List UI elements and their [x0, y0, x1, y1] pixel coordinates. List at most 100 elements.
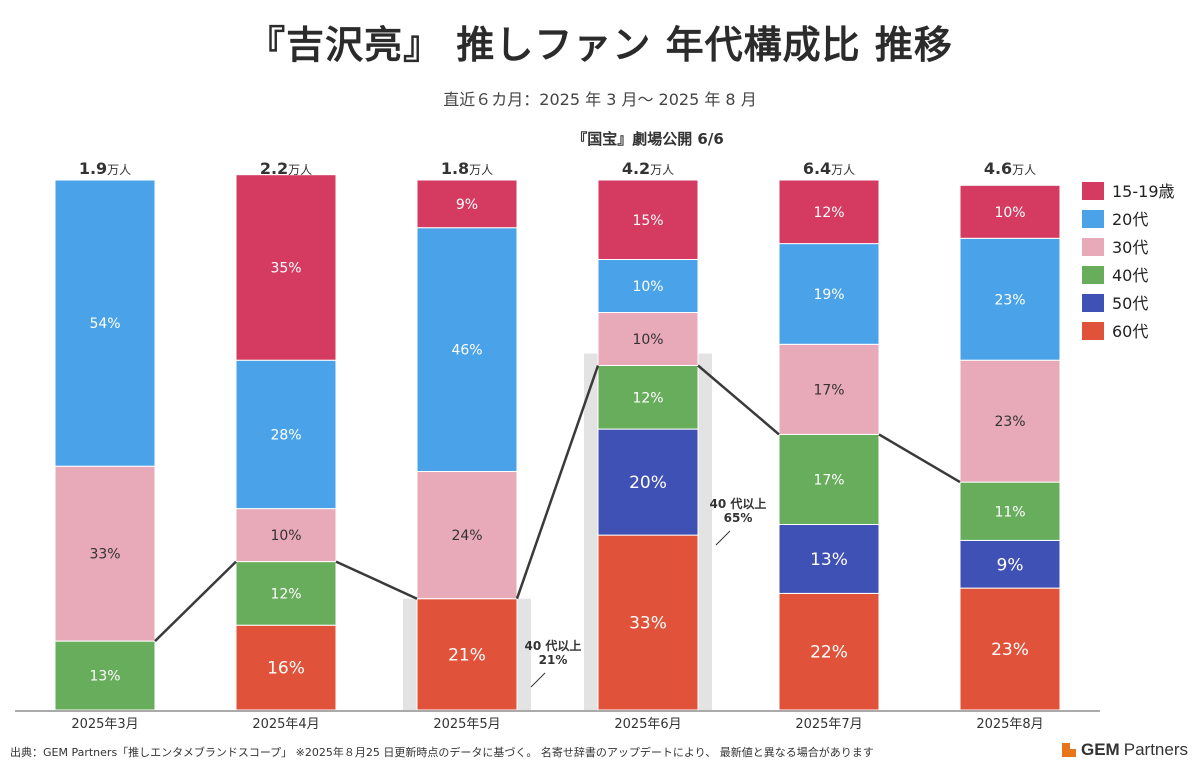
data-label: 35%: [270, 260, 301, 276]
x-tick-label: 2025年8月: [976, 717, 1043, 732]
legend-label: 50代: [1112, 294, 1148, 313]
bar-segment: [235, 359, 337, 510]
bar-segment: [778, 524, 880, 594]
gem-partners-logo-icon: [1062, 743, 1076, 757]
data-label: 10%: [632, 332, 663, 348]
callout-label-line1: 40 代以上: [525, 638, 582, 653]
connector-line: [154, 560, 237, 642]
brand-name-bold: GEM: [1081, 740, 1120, 759]
x-tick-label: 2025年7月: [795, 717, 862, 732]
total-label: 1.8万人: [441, 159, 493, 178]
source-footnote: 出典：GEM Partners「推しエンタメブランドスコープ」 ※2025年８月…: [10, 746, 874, 759]
bar-segment: [597, 365, 699, 430]
bar-segment: [416, 598, 518, 711]
bar-segment: [235, 508, 337, 563]
data-label: 17%: [813, 472, 844, 488]
data-label: 21%: [448, 645, 486, 665]
connector-line: [335, 560, 418, 600]
bar-segment: [959, 481, 1061, 541]
bar-segment: [416, 179, 518, 229]
x-tick-label: 2025年4月: [252, 717, 319, 732]
legend-swatch: [1082, 322, 1104, 340]
bar-segment: [959, 237, 1061, 361]
bar-segment: [416, 471, 518, 600]
total-label: 4.6万人: [984, 159, 1036, 178]
legend-label: 40代: [1112, 266, 1148, 285]
chart-subtitle: 直近６カ月：2025 年 3 月〜 2025 年 8 月: [443, 90, 757, 109]
x-tick-label: 2025年3月: [71, 717, 138, 732]
data-label: 54%: [89, 316, 120, 332]
data-label: 33%: [89, 547, 120, 563]
legend-swatch: [1082, 294, 1104, 312]
legend-label: 60代: [1112, 322, 1148, 341]
callout-label-line1: 40 代以上: [710, 496, 767, 511]
data-label: 10%: [994, 205, 1025, 221]
bar-segment: [778, 592, 880, 711]
data-label: 10%: [632, 279, 663, 295]
bar-segment: [597, 259, 699, 313]
legend-swatch: [1082, 238, 1104, 256]
callout-pointer: [715, 530, 731, 546]
data-label: 46%: [451, 343, 482, 359]
data-label: 19%: [813, 287, 844, 303]
total-label: 6.4万人: [803, 159, 855, 178]
data-label: 23%: [994, 414, 1025, 430]
bar-segment: [959, 184, 1061, 239]
bar-segment: [54, 640, 156, 711]
data-label: 12%: [813, 205, 844, 221]
legend-swatch: [1082, 182, 1104, 200]
data-label: 9%: [456, 197, 478, 213]
bar-segment: [778, 433, 880, 525]
data-label: 23%: [991, 640, 1029, 660]
bar-segment: [959, 539, 1061, 589]
brand-name-rest: Partners: [1123, 740, 1188, 759]
connector-line: [697, 364, 780, 436]
bar-segment: [235, 174, 337, 361]
data-label: 9%: [997, 555, 1024, 575]
callout-label-line2: 65%: [724, 511, 753, 525]
total-label: 1.9万人: [79, 159, 131, 178]
data-label: 11%: [994, 504, 1025, 520]
bar-segment: [959, 587, 1061, 711]
bar-segment: [778, 179, 880, 245]
bar-segment: [597, 534, 699, 711]
bar-segment: [778, 343, 880, 435]
callout-label-line2: 21%: [539, 653, 568, 667]
data-label: 10%: [270, 528, 301, 544]
bar-segment: [597, 179, 699, 260]
bar-segment: [235, 561, 337, 626]
bar-segment: [54, 465, 156, 642]
bar-segment: [778, 243, 880, 345]
total-label: 2.2万人: [260, 159, 312, 178]
data-label: 24%: [451, 528, 482, 544]
data-label: 22%: [810, 643, 848, 663]
brand-logo: GEM Partners: [1062, 740, 1188, 760]
bar-segment: [54, 179, 156, 467]
x-tick-label: 2025年6月: [614, 717, 681, 732]
data-label: 28%: [270, 427, 301, 443]
bar-segment: [597, 312, 699, 366]
total-label: 4.2万人: [622, 159, 674, 178]
data-label: 16%: [267, 659, 305, 679]
bar-segment: [235, 624, 337, 711]
legend-label: 15-19歳: [1112, 182, 1175, 201]
data-label: 13%: [810, 550, 848, 570]
data-label: 12%: [632, 390, 663, 406]
legend-swatch: [1082, 210, 1104, 228]
legend-swatch: [1082, 266, 1104, 284]
labels-layer: 13% 33% 54% 1.9万人 2025年3月 16% 12% 10% 28% 35% 2.2万…: [71, 159, 1043, 732]
bars-layer: [54, 174, 1061, 711]
data-label: 12%: [270, 586, 301, 602]
data-label: 33%: [629, 614, 667, 634]
data-label: 23%: [994, 292, 1025, 308]
legend-label: 20代: [1112, 210, 1148, 229]
data-label: 13%: [89, 669, 120, 685]
data-label: 17%: [813, 382, 844, 398]
connector-layer: [154, 364, 961, 642]
connector-line: [878, 433, 961, 484]
callout-pointer: [530, 672, 546, 688]
connector-line: [515, 365, 600, 600]
data-label: 15%: [632, 213, 663, 229]
chart-title: 『吉沢亮』 推しファン 年代構成比 推移: [247, 23, 953, 67]
